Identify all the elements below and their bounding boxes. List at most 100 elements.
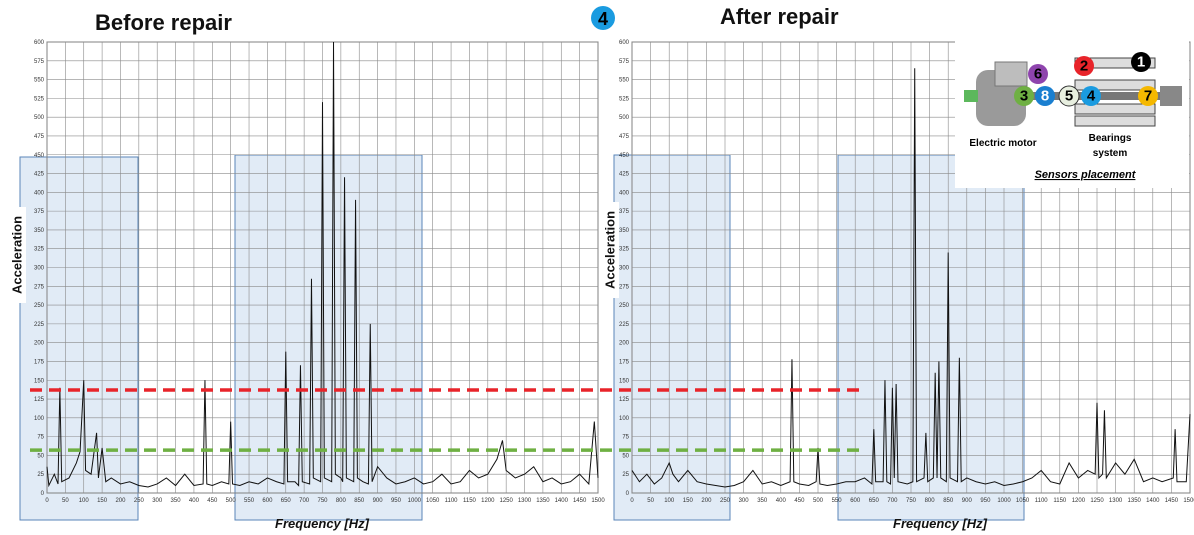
x-tick-label: 100 bbox=[664, 498, 675, 504]
y-tick-label: 350 bbox=[619, 228, 630, 234]
x-tick-label: 950 bbox=[980, 498, 991, 504]
coupling bbox=[1160, 86, 1182, 106]
y-tick-label: 475 bbox=[34, 134, 45, 140]
motor-shaft bbox=[964, 90, 978, 102]
y-tick-label: 100 bbox=[619, 416, 630, 422]
sensor-dot bbox=[1074, 56, 1094, 76]
x-tick-label: 1450 bbox=[1165, 498, 1179, 504]
y-axis-label: Acceleration bbox=[10, 216, 25, 294]
diagram-caption: Sensors placement bbox=[1035, 169, 1137, 181]
y-tick-label: 600 bbox=[619, 40, 630, 46]
sensor-number: 2 bbox=[1080, 58, 1088, 75]
y-tick-label: 250 bbox=[34, 303, 45, 309]
chart-title: Before repair bbox=[95, 10, 232, 35]
sensor-dot bbox=[1138, 86, 1158, 106]
y-tick-label: 75 bbox=[37, 435, 44, 441]
y-tick-label: 575 bbox=[34, 59, 45, 65]
x-tick-label: 1200 bbox=[1072, 498, 1086, 504]
badge: 4 bbox=[598, 9, 608, 29]
bearings-label: system bbox=[1093, 148, 1128, 159]
y-tick-label: 150 bbox=[619, 378, 630, 384]
y-tick-label: 275 bbox=[619, 284, 630, 290]
x-tick-label: 400 bbox=[189, 498, 200, 504]
x-tick-label: 1150 bbox=[463, 498, 477, 504]
y-tick-label: 500 bbox=[619, 115, 630, 121]
y-tick-label: 200 bbox=[619, 341, 630, 347]
x-tick-label: 1150 bbox=[1053, 498, 1067, 504]
sensor-number: 3 bbox=[1020, 88, 1028, 105]
plot: 0 25 50 75 100 125 150 175 200 225 250 275 300 325 350… bbox=[34, 40, 605, 504]
y-tick-label: 275 bbox=[34, 284, 45, 290]
x-tick-label: 1250 bbox=[1090, 498, 1104, 504]
x-tick-label: 0 bbox=[630, 498, 634, 504]
motor-box bbox=[994, 61, 1028, 87]
y-tick-label: 225 bbox=[34, 322, 45, 328]
x-tick-label: 900 bbox=[373, 498, 384, 504]
x-tick-label: 750 bbox=[317, 498, 328, 504]
highlight-region bbox=[613, 154, 731, 521]
x-tick-label: 750 bbox=[906, 498, 917, 504]
y-tick-label: 425 bbox=[619, 172, 630, 178]
y-tick-label: 525 bbox=[619, 96, 630, 102]
x-tick-label: 1100 bbox=[1035, 498, 1049, 504]
y-tick-label: 225 bbox=[619, 322, 630, 328]
sensor-number: 8 bbox=[1041, 88, 1049, 105]
plots: 0255075100125150175200225250275300325350… bbox=[34, 40, 1194, 504]
y-tick-label: 175 bbox=[34, 359, 45, 365]
x-tick-label: 1450 bbox=[573, 498, 587, 504]
x-tick-label: 1300 bbox=[518, 498, 532, 504]
x-tick-label: 1100 bbox=[445, 498, 459, 504]
x-tick-label: 850 bbox=[354, 498, 365, 504]
label-bg bbox=[601, 202, 619, 298]
y-tick-label: 550 bbox=[34, 78, 45, 84]
y-tick-label: 325 bbox=[34, 247, 45, 253]
y-tick-label: 375 bbox=[34, 209, 45, 215]
bearing bbox=[1074, 79, 1156, 91]
x-tick-label: 150 bbox=[683, 498, 694, 504]
x-tick-label: 1400 bbox=[555, 498, 569, 504]
x-tick-label: 1300 bbox=[1109, 498, 1123, 504]
y-tick-label: 500 bbox=[34, 115, 45, 121]
bearings-label: Bearings bbox=[1089, 133, 1132, 144]
x-tick-label: 900 bbox=[962, 498, 973, 504]
x-tick-label: 200 bbox=[701, 498, 712, 504]
y-tick-label: 450 bbox=[619, 153, 630, 159]
y-axis-title: Acceleration bbox=[601, 202, 619, 298]
sensor-number: 6 bbox=[1034, 66, 1042, 83]
x-tick-label: 600 bbox=[262, 498, 273, 504]
x-tick-label: 50 bbox=[62, 498, 69, 504]
y-tick-label: 0 bbox=[41, 491, 45, 497]
x-tick-label: 600 bbox=[850, 498, 861, 504]
x-tick-label: 1000 bbox=[408, 498, 422, 504]
x-tick-label: 550 bbox=[244, 498, 255, 504]
x-tick-label: 1050 bbox=[1016, 498, 1030, 504]
highlight-region bbox=[19, 156, 139, 521]
x-axis-label: Frequency [Hz] bbox=[893, 516, 988, 531]
y-tick-label: 50 bbox=[37, 453, 44, 459]
badge-circle bbox=[591, 6, 615, 30]
y-tick-label: 600 bbox=[34, 40, 45, 46]
x-tick-label: 1000 bbox=[997, 498, 1011, 504]
spectrum-line bbox=[46, 41, 599, 488]
y-tick-label: 125 bbox=[34, 397, 45, 403]
x-tick-label: 950 bbox=[391, 498, 402, 504]
x-tick-label: 250 bbox=[134, 498, 145, 504]
x-tick-label: 1250 bbox=[499, 498, 513, 504]
y-tick-label: 200 bbox=[34, 341, 45, 347]
x-tick-label: 450 bbox=[207, 498, 218, 504]
motor-label: Electric motor bbox=[969, 138, 1036, 149]
y-tick-label: 425 bbox=[34, 172, 45, 178]
x-tick-label: 150 bbox=[97, 498, 108, 504]
y-tick-label: 400 bbox=[619, 190, 630, 196]
x-tick-label: 500 bbox=[226, 498, 237, 504]
sensor-dot bbox=[1081, 86, 1101, 106]
x-tick-label: 650 bbox=[281, 498, 292, 504]
highlight-region bbox=[234, 154, 423, 521]
sensor-dot bbox=[1014, 86, 1034, 106]
x-tick-label: 800 bbox=[336, 498, 347, 504]
y-tick-label: 450 bbox=[34, 153, 45, 159]
label-bg bbox=[8, 207, 26, 303]
x-tick-label: 1400 bbox=[1146, 498, 1160, 504]
bearing bbox=[1074, 103, 1156, 115]
